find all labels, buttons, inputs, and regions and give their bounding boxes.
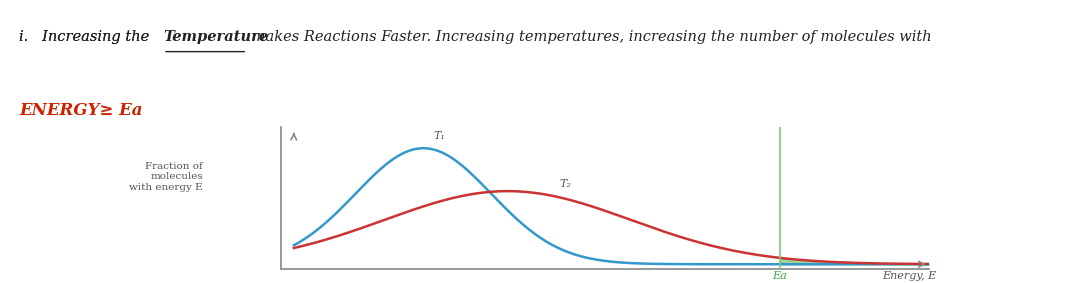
Text: Energy, E: Energy, E [882,271,936,280]
Text: makes Reactions Faster. Increasing temperatures, increasing the number of molecu: makes Reactions Faster. Increasing tempe… [247,30,932,44]
Text: T₁: T₁ [433,131,445,141]
Text: Fraction of
molecules
with energy E: Fraction of molecules with energy E [130,162,203,192]
Text: Temperature: Temperature [163,30,268,44]
Text: ENERGY≥ Ea: ENERGY≥ Ea [19,102,143,119]
Text: T₂: T₂ [559,179,571,189]
Text: i.   Increasing the: i. Increasing the [19,30,154,44]
Text: Ea: Ea [772,271,787,280]
Text: i.   Increasing the: i. Increasing the [19,30,154,44]
Text: i.   Increasing the Temperature: i. Increasing the Temperature [19,30,275,44]
